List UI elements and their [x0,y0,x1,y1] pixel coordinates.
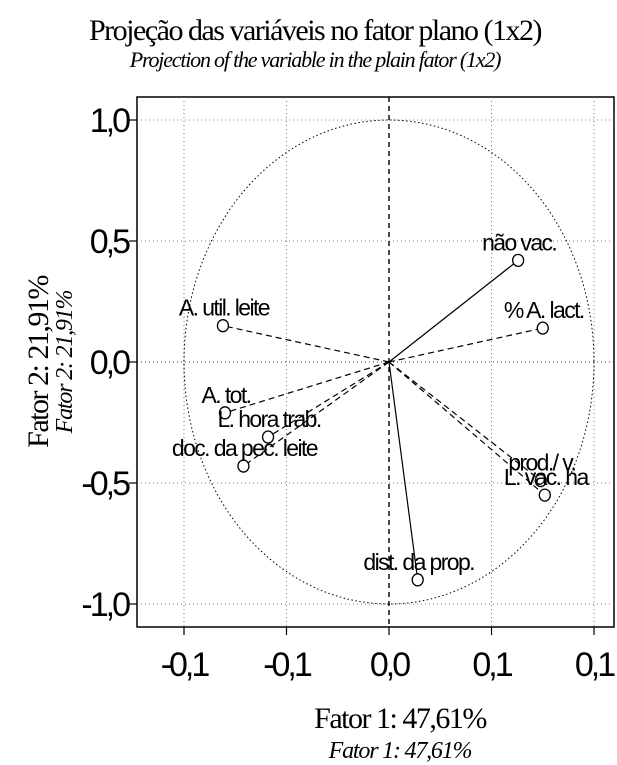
point-label: A. util. leite [179,295,270,321]
x-axis-label-en: Fator 1: 47,61% [328,738,472,764]
y-axis-ticks: 1,0 0,5 0,0 -0,5 -1,0 [81,102,137,624]
y-tick-label: -1,0 [81,586,130,624]
vector-line [388,327,543,363]
x-tick-label: 0,1 [575,646,615,684]
point-marker [538,488,551,502]
vector-line [388,259,519,363]
point-label: A. tot. [202,382,251,408]
point-label: % A. lact. [504,297,584,323]
zero-lines [137,97,614,627]
point-label: L. hora trab. [217,406,320,432]
x-tick-label: -0,1 [263,646,312,684]
y-axis-label: Fator 2: 21,91% [22,276,55,448]
x-axis-ticks: -0,1 -0,1 0,0 0,1 0,1 [161,627,617,684]
point-label: não vac. [482,229,556,255]
vector-line [388,361,419,580]
y-tick-label: 0,0 [90,344,130,382]
y-tick-label: -0,5 [81,465,130,503]
x-axis-label: Fator 1: 47,61% [314,702,486,735]
x-tick-label: -0,1 [161,646,210,684]
vector-line [222,325,390,363]
y-tick-label: 1,0 [90,102,130,140]
point-marker [261,430,275,444]
point-label: dist. da prop. [363,549,474,575]
y-tick-label: 0,5 [90,223,130,261]
chart-subtitle: Projection of the variable in the plain … [129,47,501,72]
grid [137,97,614,627]
y-axis-label-en: Fator 2: 21,91% [52,290,78,434]
x-tick-label: 0,0 [370,646,410,684]
point-marker [411,573,424,587]
points [216,253,551,587]
vector-line [267,361,390,438]
point-label: L. vac. ha [504,464,590,490]
vector-line [224,361,390,414]
point-marker [237,459,250,473]
vectors [222,259,546,580]
vector-line [388,361,546,496]
x-tick-label: 0,1 [472,646,512,684]
point-marker [216,319,230,333]
point-marker [512,253,525,268]
point-marker [534,473,547,488]
plot-frame [136,96,615,628]
point-marker [536,321,549,335]
point-label: prod./ v. [508,450,575,476]
point-label: doc. da pec. leite [172,435,318,461]
point-marker [218,406,232,420]
vector-line [388,361,542,482]
chart-title: Projeção das variáveis no fator plano (1… [89,14,541,47]
